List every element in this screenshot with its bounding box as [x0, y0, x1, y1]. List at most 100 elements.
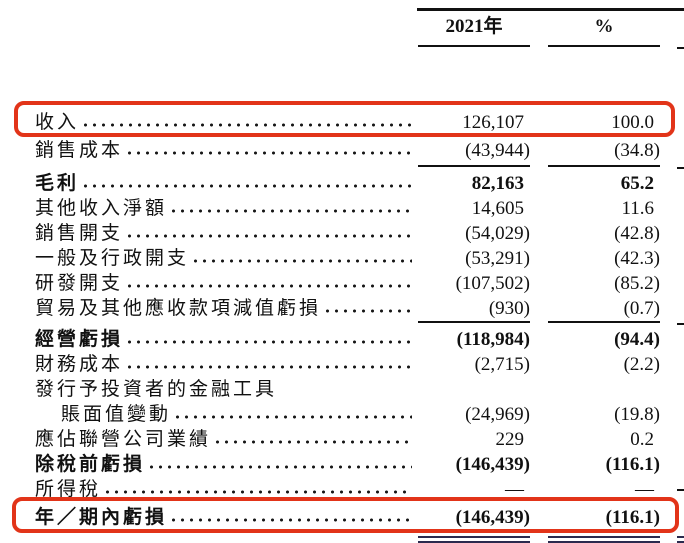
value-percent: (42.8): [614, 223, 660, 244]
row-label: 所得稅: [35, 479, 102, 500]
row-label: 一般及行政開支: [35, 248, 190, 269]
table-row-carrying-value-change: 賬面值變動 (24,969) (19.8): [0, 402, 684, 427]
rule-col2: [548, 165, 660, 167]
value-2021: (24,969): [465, 404, 530, 425]
rule-col1: [418, 165, 530, 167]
dot-leader: [125, 150, 412, 156]
row-label: 發行予投資者的金融工具: [35, 379, 278, 400]
value-2021: (146,439): [455, 454, 530, 475]
table-row-gross-profit: 毛利 82,163 65.2: [0, 171, 684, 196]
dot-leader: [81, 183, 412, 189]
total-double-rule: [0, 536, 684, 543]
cutoff-column-rule-stub: [677, 47, 684, 49]
value-percent: (42.3): [614, 248, 660, 269]
table-row-revenue: 收入 126,107 100.0: [0, 109, 684, 137]
row-label: 除稅前虧損: [35, 454, 146, 475]
value-percent: (94.4): [614, 329, 660, 350]
row-label: 年／期內虧損: [35, 507, 168, 528]
value-percent: —: [635, 479, 654, 500]
row-label: 應佔聯營公司業績: [35, 429, 212, 450]
row-label: 毛利: [35, 173, 80, 194]
double-rule-col1: [418, 536, 530, 543]
cutoff-column-double-rule-stub: [677, 536, 684, 538]
table-row-loss-before-tax: 除稅前虧損 (146,439) (116.1): [0, 452, 684, 477]
dot-leader: [169, 208, 412, 214]
subtotal-rule-2: [0, 321, 684, 323]
table-row-loss-for-period: 年／期內虧損 (146,439) (116.1): [0, 504, 684, 532]
value-percent: (34.8): [614, 140, 660, 161]
dot-leader: [213, 439, 412, 445]
table-top-rule: [417, 8, 684, 11]
value-2021: (107,502): [455, 273, 530, 294]
row-label: 其他收入淨額: [35, 198, 168, 219]
row-label: 銷售成本: [35, 140, 124, 161]
value-2021: (2,715): [474, 354, 530, 375]
value-2021: (118,984): [456, 329, 530, 350]
value-2021: (43,944): [465, 140, 530, 161]
table-row-cost-of-sales: 銷售成本 (43,944) (34.8): [0, 137, 684, 165]
value-percent: (0.7): [623, 298, 660, 319]
value-percent: (2.2): [623, 354, 660, 375]
row-label: 經營虧損: [35, 329, 124, 350]
value-2021: 126,107: [462, 112, 524, 133]
dot-leader: [125, 233, 412, 239]
dot-leader: [125, 283, 412, 289]
rule-col2: [548, 321, 660, 323]
row-label: 貿易及其他應收款項減值虧損: [35, 298, 322, 319]
value-2021: 14,605: [471, 198, 524, 219]
table-row-selling-expenses: 銷售開支 (54,029) (42.8): [0, 221, 684, 246]
cutoff-column-rule-stub: [677, 167, 684, 169]
subtotal-rule-1: [0, 165, 684, 167]
table-row-financial-instruments-line1: 發行予投資者的金融工具: [0, 377, 684, 402]
dot-leader: [147, 464, 412, 470]
value-percent: (85.2): [614, 273, 660, 294]
value-percent: 11.6: [621, 198, 654, 219]
value-2021: (146,439): [455, 507, 530, 528]
table-row-admin-expenses: 一般及行政開支 (53,291) (42.3): [0, 246, 684, 271]
value-2021: (930): [488, 298, 530, 319]
value-percent: (116.1): [605, 454, 660, 475]
value-2021: 82,163: [471, 173, 524, 194]
header-underline: [0, 45, 684, 47]
value-percent: (116.1): [605, 507, 660, 528]
value-2021: 229: [495, 429, 525, 450]
row-label: 研發開支: [35, 273, 124, 294]
highlight-revenue-wrapper: 收入 126,107 100.0: [0, 101, 684, 137]
row-label: 賬面值變動: [61, 404, 172, 425]
column-header-2021: 2021年: [445, 16, 503, 37]
value-2021: —: [505, 479, 524, 500]
dot-leader: [103, 489, 412, 495]
row-label: 財務成本: [35, 354, 124, 375]
table-row-income-tax: 所得稅 — —: [0, 477, 684, 502]
header-underline-col2: [548, 45, 660, 47]
table-row-rnd-expenses: 研發開支 (107,502) (85.2): [0, 271, 684, 296]
value-percent: 0.2: [630, 429, 654, 450]
column-header-percent: %: [594, 16, 614, 37]
dot-leader: [81, 122, 412, 128]
rule-col1: [418, 321, 530, 323]
dot-leader: [323, 308, 412, 314]
value-percent: (19.8): [614, 404, 660, 425]
table-row-operating-loss: 經營虧損 (118,984) (94.4): [0, 327, 684, 352]
header-underline-col1: [418, 45, 530, 47]
cutoff-column-dash-stub: [677, 489, 684, 491]
table-row-other-income: 其他收入淨額 14,605 11.6: [0, 196, 684, 221]
table-row-share-of-associates: 應佔聯營公司業績 229 0.2: [0, 427, 684, 452]
table-row-finance-costs: 財務成本 (2,715) (2.2): [0, 352, 684, 377]
row-label: 銷售開支: [35, 223, 124, 244]
value-2021: (54,029): [465, 223, 530, 244]
dot-leader: [169, 517, 412, 523]
dot-leader: [125, 339, 412, 345]
dot-leader: [173, 414, 412, 420]
table-header-row: 2021年 %: [0, 14, 684, 39]
value-2021: (53,291): [465, 248, 530, 269]
dot-leader: [125, 364, 412, 370]
cutoff-column-double-rule-stub: [677, 541, 684, 543]
double-rule-col2: [548, 536, 660, 543]
value-percent: 65.2: [620, 173, 654, 194]
cutoff-column-rule-stub: [677, 323, 684, 325]
dot-leader: [191, 258, 412, 264]
row-label: 收入: [35, 112, 80, 133]
value-percent: 100.0: [611, 112, 654, 133]
